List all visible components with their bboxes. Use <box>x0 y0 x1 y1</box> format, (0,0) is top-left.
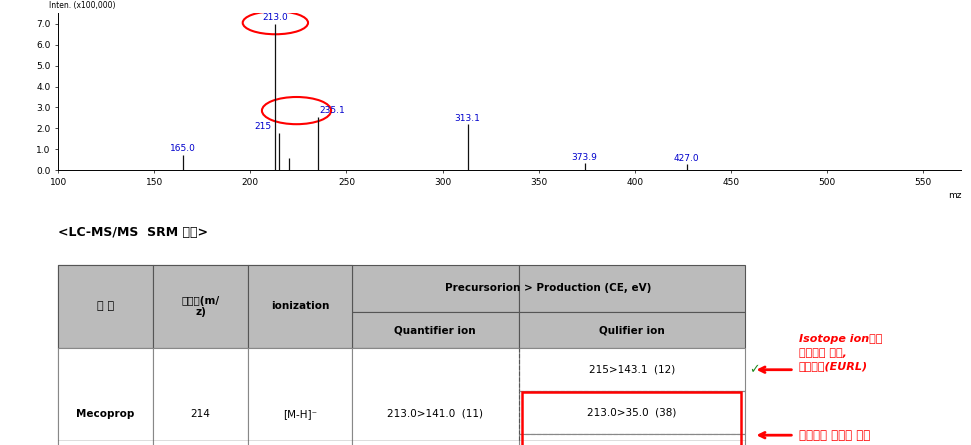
Bar <box>58 312 153 348</box>
Text: 213.0: 213.0 <box>262 13 288 22</box>
Text: 시료에서 선택성 없음: 시료에서 선택성 없음 <box>799 429 870 442</box>
Bar <box>352 348 519 391</box>
Bar <box>352 264 519 312</box>
Bar <box>58 391 153 434</box>
Text: 214: 214 <box>190 409 211 419</box>
Text: 213.0>141.0  (11): 213.0>141.0 (11) <box>387 409 484 419</box>
Bar <box>153 348 248 445</box>
Text: ionization: ionization <box>271 301 329 312</box>
Bar <box>519 312 745 348</box>
Bar <box>58 264 153 348</box>
Bar <box>248 391 352 434</box>
Text: 427.0: 427.0 <box>674 154 699 163</box>
Text: 373.9: 373.9 <box>572 153 597 162</box>
Bar <box>248 434 352 445</box>
Text: 235.1: 235.1 <box>319 106 346 115</box>
Bar <box>153 434 248 445</box>
Bar <box>519 434 745 445</box>
Bar <box>153 348 248 391</box>
Bar <box>153 264 248 312</box>
Text: Inten. (x100,000): Inten. (x100,000) <box>50 1 116 10</box>
Bar <box>58 348 153 391</box>
Bar <box>248 312 352 348</box>
Text: 215>143.1  (12): 215>143.1 (12) <box>588 365 675 375</box>
Bar <box>352 434 519 445</box>
Text: 213.0>35.0  (38): 213.0>35.0 (38) <box>587 408 677 418</box>
Bar <box>153 264 248 348</box>
Bar <box>248 264 352 312</box>
Text: Qulifier ion: Qulifier ion <box>599 325 664 335</box>
Bar <box>352 312 519 348</box>
Bar <box>248 264 352 348</box>
Text: Mecoprop: Mecoprop <box>77 409 135 419</box>
Text: 165.0: 165.0 <box>170 144 196 153</box>
Text: [M-H]⁻: [M-H]⁻ <box>283 409 317 419</box>
Bar <box>519 391 745 434</box>
Text: 분자량(m/
z): 분자량(m/ z) <box>182 295 219 317</box>
Text: 215: 215 <box>254 122 272 131</box>
Bar <box>58 434 153 445</box>
Text: mz: mz <box>948 190 961 200</box>
Text: 성 분: 성 분 <box>97 301 115 312</box>
Text: Quantifier ion: Quantifier ion <box>394 325 476 335</box>
Text: Isotope ion으로
정성이온 선정,
참고자료(EURL): Isotope ion으로 정성이온 선정, 참고자료(EURL) <box>799 334 882 371</box>
Bar <box>352 391 519 434</box>
Bar <box>519 348 745 391</box>
Bar <box>153 391 248 434</box>
Bar <box>58 348 153 445</box>
Bar <box>519 264 745 312</box>
Bar <box>522 392 741 445</box>
Bar <box>58 264 153 312</box>
Bar <box>248 348 352 391</box>
Text: Precursorion > Production (CE, eV): Precursorion > Production (CE, eV) <box>445 283 652 293</box>
Text: 313.1: 313.1 <box>454 114 481 123</box>
Bar <box>153 312 248 348</box>
Text: ✓: ✓ <box>749 363 759 376</box>
Bar <box>248 348 352 445</box>
Text: <LC-MS/MS  SRM 조건>: <LC-MS/MS SRM 조건> <box>58 226 208 239</box>
Bar <box>352 348 519 445</box>
